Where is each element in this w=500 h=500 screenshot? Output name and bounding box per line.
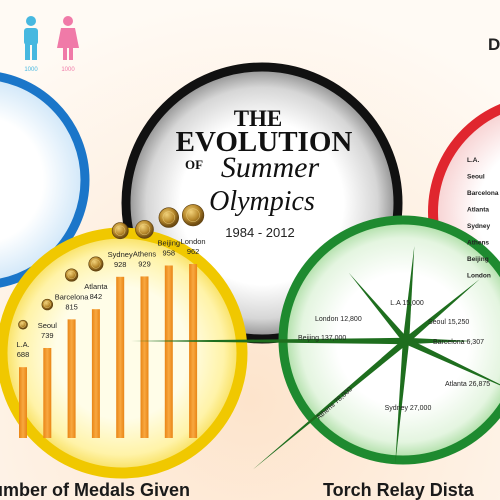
title-summer: Summer — [221, 151, 320, 184]
medal-category-label: Athens — [133, 249, 157, 258]
medal-bar — [140, 276, 149, 438]
title-olympics: Olympics — [209, 186, 315, 217]
medal-icon-detail — [115, 225, 126, 236]
medal-icon — [64, 268, 79, 282]
medal-value-label: 688 — [17, 350, 30, 359]
medal-value-label: 739 — [41, 331, 54, 340]
medal-bar — [43, 347, 52, 438]
medal-icon — [182, 204, 205, 227]
title-evolution: EVOLUTION — [176, 126, 353, 158]
medal-icon — [18, 319, 28, 330]
medal-category-label: Sydney — [108, 250, 133, 259]
torch-spike — [402, 245, 415, 342]
host-city-list-item: Beijing — [467, 256, 489, 263]
medal-value-label: 815 — [65, 302, 78, 311]
host-city-list-item: London — [467, 273, 491, 280]
torch-heading: Torch Relay Dista — [323, 480, 475, 500]
blue-olympic-ring — [0, 72, 90, 288]
torch-label: Seoul 15,250 — [428, 319, 469, 326]
medal-value-label: 962 — [187, 247, 200, 256]
male-icon — [24, 16, 38, 60]
title-of: OF — [185, 157, 203, 172]
medal-icon-detail — [138, 223, 151, 236]
medal-category-label: London — [181, 237, 206, 246]
medal-bar — [164, 265, 173, 438]
female-count: 1000 — [61, 67, 75, 73]
torch-spike — [404, 338, 500, 386]
medal-icon-detail — [162, 211, 175, 224]
host-city-list-item: Sydney — [467, 223, 491, 230]
torch-label: Atlanta 26,875 — [445, 381, 490, 388]
host-city-list-item: Seoul — [467, 174, 485, 181]
corner-heading-fragment: D — [488, 35, 500, 54]
torch-spike — [395, 340, 410, 465]
host-city-list-item: L.A. — [467, 157, 479, 164]
medal-icon-detail — [67, 271, 76, 280]
host-city-list: L.A. Seoul Barcelona Atlanta Sydney Athens Bei… — [467, 157, 499, 280]
medal-category-label: Seoul — [38, 321, 58, 330]
medal-category-label: Beijing — [158, 239, 181, 248]
torch-spike — [252, 338, 409, 470]
medal-icon — [88, 256, 104, 272]
medal-icon-detail — [91, 259, 101, 269]
medal-icon — [41, 298, 53, 311]
medal-category-label: Atlanta — [84, 282, 108, 291]
medal-icon-detail — [20, 321, 26, 328]
torch-spike — [131, 337, 406, 345]
medal-bar — [116, 276, 125, 438]
torch-label: Barcelona 6,307 — [433, 339, 484, 346]
medal-category-label: Barcelona — [55, 292, 90, 301]
medal-value-label: 958 — [163, 249, 176, 258]
medal-bar — [189, 264, 198, 438]
host-city-list-item: Atlanta — [467, 207, 489, 214]
male-count: 1000 — [24, 67, 38, 73]
medal-value-label: 842 — [90, 292, 103, 301]
torch-label: London 12,800 — [315, 316, 362, 323]
medal-icon — [158, 207, 180, 228]
title-block: THE EVOLUTION OF Summer Olympics 1984 - … — [176, 106, 353, 240]
medal-bar — [67, 319, 76, 438]
medal-value-label: 928 — [114, 260, 127, 269]
medal-icon-detail — [43, 301, 51, 309]
medals-heading: umber of Medals Given — [0, 480, 190, 500]
medal-bar — [91, 309, 100, 438]
torch-spike — [403, 279, 480, 344]
torch-spike — [406, 337, 473, 345]
host-city-list-item: Barcelona — [467, 190, 499, 197]
medal-value-label: 929 — [138, 259, 151, 268]
torch-spike — [348, 272, 409, 344]
medal-bar — [19, 367, 27, 438]
title-years: 1984 - 2012 — [225, 225, 294, 240]
medal-icon — [135, 220, 154, 239]
title-the: THE — [234, 106, 283, 131]
medal-category-label: L.A. — [16, 340, 29, 349]
torch-label: Beijing 137,000 — [298, 335, 346, 342]
medal-icon — [111, 222, 129, 240]
torch-label: L.A 15,000 — [390, 300, 424, 307]
host-city-list-item: Athens — [467, 240, 489, 247]
medal-icon-detail — [186, 208, 200, 222]
torch-label: Sydney 27,000 — [385, 405, 432, 412]
female-icon — [57, 16, 79, 60]
